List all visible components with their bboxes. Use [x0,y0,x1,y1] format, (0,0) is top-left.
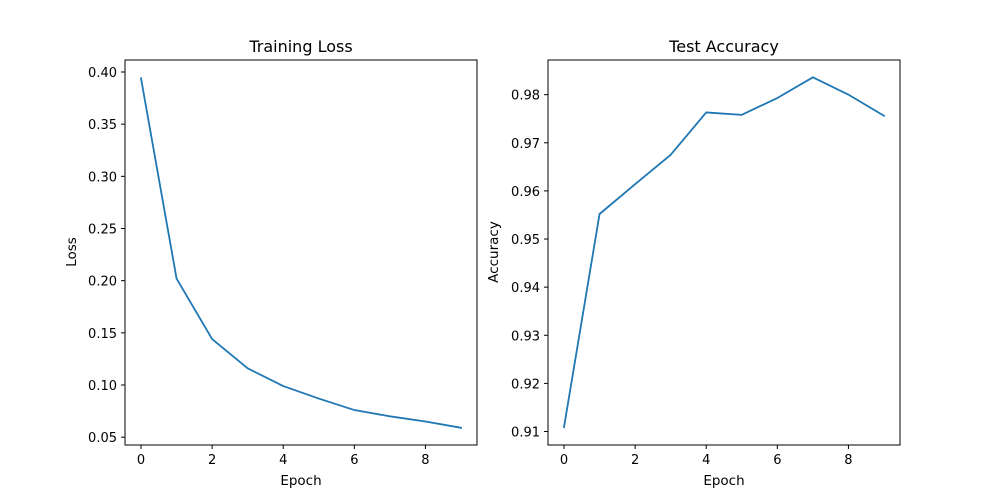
chart-title: Test Accuracy [668,37,779,56]
y-axis-ticks: 0.05 0.10 0.15 0.20 0.25 0.30 0.35 0.40 [88,66,125,446]
y-tick-label: 0.96 [511,185,540,200]
x-tick-label: 0 [137,453,145,468]
y-tick-label: 0.93 [511,329,540,344]
series-group [139,77,463,429]
series-line [562,76,886,429]
x-tick-label: 6 [350,453,358,468]
y-tick-label: 0.95 [511,233,540,248]
x-tick-label: 4 [702,453,710,468]
x-axis-label: Epoch [280,473,321,489]
axes-frame [547,59,901,446]
y-axis-label: Loss [64,237,80,267]
x-axis-label: Epoch [703,473,744,489]
x-tick-label: 8 [421,453,429,468]
y-tick-label: 0.91 [511,426,540,441]
y-tick-label: 0.25 [88,223,117,238]
y-axis-label: Accuracy [486,221,502,283]
y-tick-label: 0.15 [88,327,117,342]
x-tick-label: 2 [631,453,639,468]
y-tick-label: 0.97 [511,137,540,152]
y-tick-label: 0.10 [88,379,117,394]
x-tick-label: 6 [773,453,781,468]
x-tick-label: 2 [208,453,216,468]
x-tick-label: 0 [560,453,568,468]
axes-frame [124,59,478,446]
series-line [139,77,463,429]
series-group [562,76,886,429]
x-axis-ticks: 0 2 4 6 8 [137,445,430,468]
x-tick-label: 8 [844,453,852,468]
y-axis-ticks: 0.91 0.92 0.93 0.94 0.95 0.96 0.97 0.98 [511,89,548,441]
y-tick-label: 0.92 [511,377,540,392]
y-tick-label: 0.30 [88,170,117,185]
y-tick-label: 0.40 [88,66,117,81]
y-tick-label: 0.35 [88,118,117,133]
chart-title: Training Loss [248,37,352,56]
y-tick-label: 0.20 [88,275,117,290]
x-axis-ticks: 0 2 4 6 8 [560,445,853,468]
y-tick-label: 0.05 [88,431,117,446]
y-tick-label: 0.98 [511,89,540,104]
y-tick-label: 0.94 [511,281,540,296]
x-tick-label: 4 [279,453,287,468]
